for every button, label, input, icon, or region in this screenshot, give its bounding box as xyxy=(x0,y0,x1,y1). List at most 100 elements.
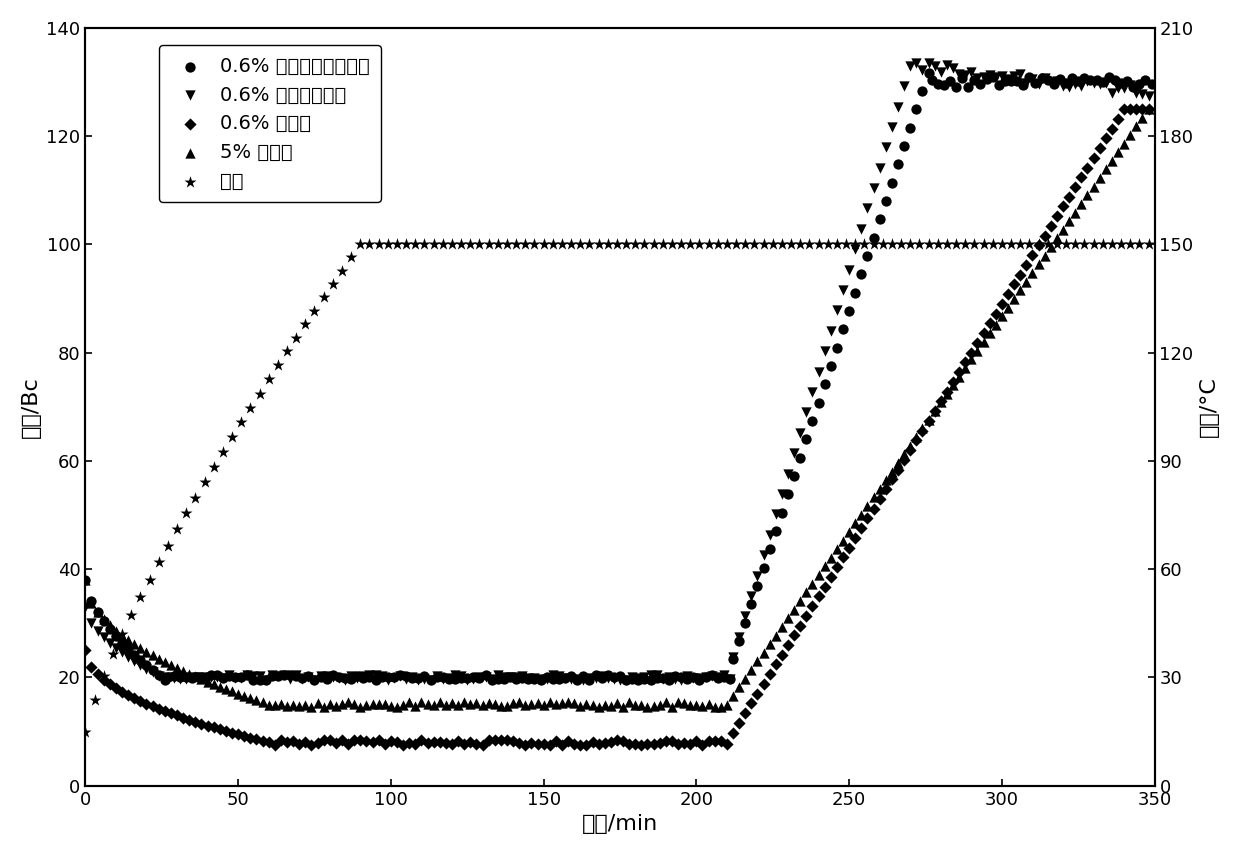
0.6% 羟乙基纤维素 xyxy=(598,671,618,685)
5% 膨润土 xyxy=(973,335,993,349)
5% 膨润土 xyxy=(522,697,542,711)
温度 xyxy=(213,445,233,458)
0.6% 黄原胶 xyxy=(1004,278,1024,292)
0.6% 黄原胶 xyxy=(357,734,377,747)
0.6% 热增黏沉降稳定剂 xyxy=(720,673,740,687)
0.6% 热增黏沉降稳定剂 xyxy=(952,72,972,86)
5% 膨润土 xyxy=(583,699,603,712)
5% 膨润土 xyxy=(497,699,517,713)
0.6% 羟乙基纤维素 xyxy=(773,487,792,501)
0.6% 羟乙基纤维素 xyxy=(149,669,169,682)
5% 膨润土 xyxy=(1040,240,1060,254)
0.6% 羟乙基纤维素 xyxy=(335,673,355,687)
0.6% 热增黏沉降稳定剂 xyxy=(274,669,294,682)
5% 膨润土 xyxy=(882,464,901,478)
温度 xyxy=(1029,238,1049,251)
5% 膨润土 xyxy=(253,696,273,710)
温度 xyxy=(249,386,269,400)
温度 xyxy=(1084,238,1104,251)
温度 xyxy=(277,345,296,358)
0.6% 黄原胶 xyxy=(808,589,828,603)
温度 xyxy=(928,238,947,251)
0.6% 羟乙基纤维素 xyxy=(408,673,428,687)
0.6% 热增黏沉降稳定剂 xyxy=(249,673,269,687)
5% 膨润土 xyxy=(1090,171,1110,185)
5% 膨润土 xyxy=(320,698,340,711)
5% 膨润土 xyxy=(345,697,365,711)
0.6% 羟乙基纤维素 xyxy=(658,669,678,683)
温度 xyxy=(1074,238,1094,251)
5% 膨润土 xyxy=(167,661,187,675)
温度 xyxy=(414,238,434,251)
0.6% 黄原胶 xyxy=(466,737,486,751)
温度 xyxy=(708,238,728,251)
0.6% 热增黏沉降稳定剂 xyxy=(790,451,810,464)
0.6% 黄原胶 xyxy=(833,551,853,564)
0.6% 黄原胶 xyxy=(203,721,223,734)
温度 xyxy=(351,238,371,251)
0.6% 羟乙基纤维素 xyxy=(839,262,859,276)
0.6% 黄原胶 xyxy=(259,735,279,749)
温度 xyxy=(892,238,911,251)
Y-axis label: 温度/°C: 温度/°C xyxy=(1199,376,1219,437)
0.6% 黄原胶 xyxy=(1034,229,1054,243)
5% 膨润土 xyxy=(460,697,480,711)
0.6% 羟乙基纤维素 xyxy=(677,669,697,683)
0.6% 热增黏沉降稳定剂 xyxy=(1069,74,1089,88)
0.6% 羟乙基纤维素 xyxy=(790,426,810,439)
温度 xyxy=(598,238,618,251)
0.6% 黄原胶 xyxy=(441,738,461,752)
0.6% 热增黏沉降稳定剂 xyxy=(439,672,459,686)
0.6% 羟乙基纤维素 xyxy=(742,589,761,603)
0.6% 热增黏沉降稳定剂 xyxy=(94,615,114,628)
0.6% 热增黏沉降稳定剂 xyxy=(537,669,557,683)
0.6% 热增黏沉降稳定剂 xyxy=(262,669,281,682)
5% 膨润土 xyxy=(100,619,120,633)
0.6% 黄原胶 xyxy=(533,738,553,752)
0.6% 羟乙基纤维素 xyxy=(414,672,434,686)
0.6% 黄原胶 xyxy=(986,307,1006,321)
0.6% 羟乙基纤维素 xyxy=(402,670,422,684)
5% 膨润土 xyxy=(1059,215,1079,228)
0.6% 羟乙基纤维素 xyxy=(274,668,294,681)
0.6% 黄原胶 xyxy=(779,638,799,652)
0.6% 羟乙基纤维素 xyxy=(696,670,715,684)
0.6% 羟乙基纤维素 xyxy=(366,668,386,681)
0.6% 黄原胶 xyxy=(485,733,505,746)
0.6% 热增黏沉降稳定剂 xyxy=(420,673,440,687)
0.6% 热增黏沉降稳定剂 xyxy=(112,636,131,650)
0.6% 羟乙基纤维素 xyxy=(1071,80,1091,93)
0.6% 热增黏沉降稳定剂 xyxy=(934,79,954,92)
0.6% 羟乙基纤维素 xyxy=(1029,77,1049,91)
温度 xyxy=(662,238,682,251)
0.6% 热增黏沉降稳定剂 xyxy=(579,673,599,687)
0.6% 黄原胶 xyxy=(472,738,492,752)
5% 膨润土 xyxy=(937,387,957,401)
温度 xyxy=(735,238,755,251)
0.6% 黄原胶 xyxy=(980,316,999,330)
5% 膨润土 xyxy=(441,697,461,711)
5% 膨润土 xyxy=(1011,284,1030,298)
0.6% 热增黏沉降稳定剂 xyxy=(714,669,734,683)
0.6% 热增黏沉降稳定剂 xyxy=(149,669,169,682)
温度 xyxy=(268,358,288,372)
0.6% 羟乙基纤维素 xyxy=(1084,76,1104,90)
0.6% 黄原胶 xyxy=(675,736,694,750)
5% 膨润土 xyxy=(766,628,786,642)
0.6% 热增黏沉降稳定剂 xyxy=(445,673,465,687)
0.6% 黄原胶 xyxy=(418,735,438,749)
0.6% 羟乙基纤维素 xyxy=(1126,86,1146,100)
0.6% 热增黏沉降稳定剂 xyxy=(316,673,336,687)
5% 膨润土 xyxy=(283,699,303,712)
0.6% 黄原胶 xyxy=(644,737,663,751)
0.6% 热增黏沉降稳定剂 xyxy=(652,671,672,685)
0.6% 羟乙基纤维素 xyxy=(714,669,734,682)
温度 xyxy=(773,238,792,251)
温度 xyxy=(689,238,709,251)
0.6% 黄原胶 xyxy=(863,502,883,516)
0.6% 黄原胶 xyxy=(760,668,780,681)
0.6% 热增黏沉降稳定剂 xyxy=(689,673,709,687)
0.6% 羟乙基纤维素 xyxy=(268,669,288,683)
5% 膨润土 xyxy=(430,696,450,710)
0.6% 热增黏沉降稳定剂 xyxy=(658,673,678,687)
